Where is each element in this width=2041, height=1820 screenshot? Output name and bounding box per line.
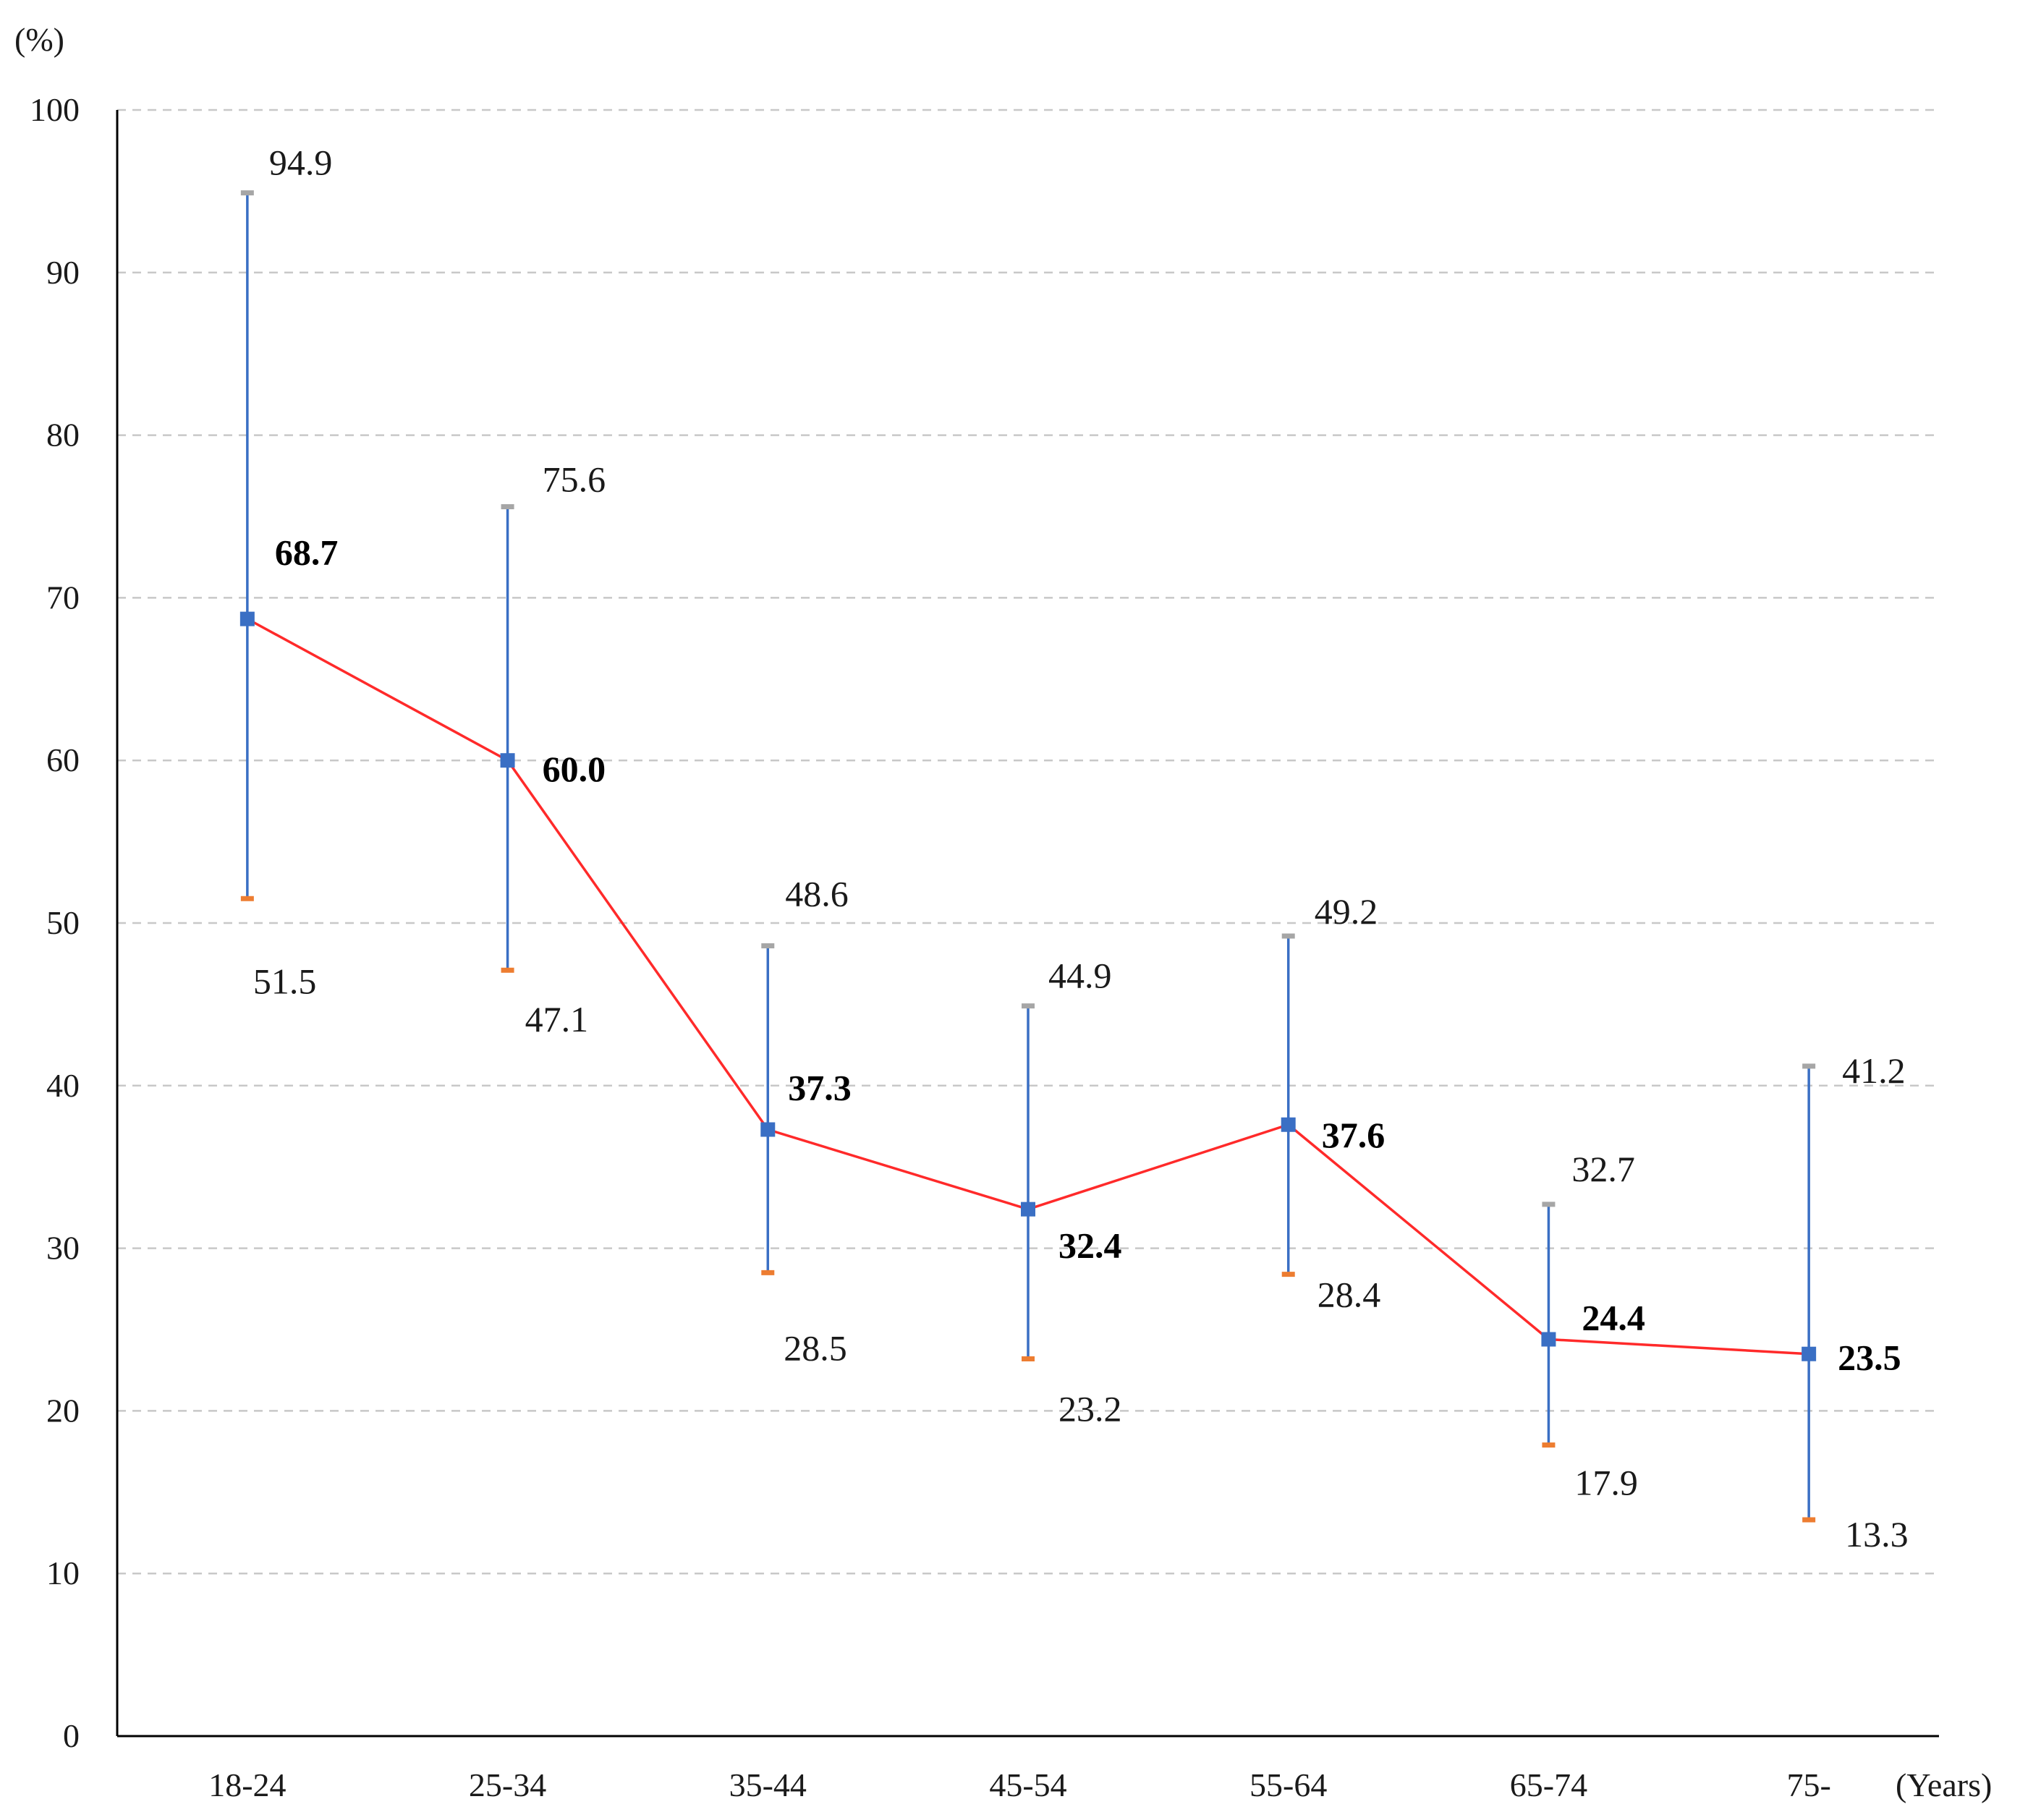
y-tick-label: 80 [46,417,80,454]
data-marker [1802,1346,1817,1361]
data-marker [239,611,255,626]
x-tick-label: 25-34 [469,1766,546,1803]
x-tick-label: 65-74 [1510,1766,1587,1803]
upper-value-label: 49.2 [1315,891,1378,932]
mean-value-label: 68.7 [275,532,339,573]
lower-value-label: 13.3 [1845,1514,1909,1555]
data-marker [1541,1332,1556,1347]
data-marker [760,1122,776,1137]
y-tick-label: 20 [46,1392,80,1429]
x-tick-label: 45-54 [989,1766,1066,1803]
y-tick-label: 100 [30,91,80,128]
x-tick-label: 75- [1786,1766,1830,1803]
x-unit-label: (Years) [1896,1766,1992,1803]
lower-value-label: 28.4 [1317,1275,1381,1315]
upper-value-label: 41.2 [1842,1050,1906,1091]
mean-value-label: 23.5 [1838,1338,1901,1378]
mean-value-label: 32.4 [1058,1225,1122,1266]
data-marker [500,753,515,768]
y-tick-label: 40 [46,1067,80,1104]
y-tick-label: 70 [46,579,80,616]
y-tick-label: 10 [46,1555,80,1591]
upper-value-label: 32.7 [1571,1149,1635,1189]
lower-value-label: 23.2 [1058,1388,1122,1429]
upper-value-label: 75.6 [543,459,606,500]
markers [239,611,1817,1361]
x-tick-label: 35-44 [729,1766,807,1803]
y-tick-label: 0 [63,1717,80,1754]
y-tick-label: 50 [46,904,80,941]
data-labels: 68.7 94.9 51.5 60.0 75.6 47.1 37.3 48.6 28.5 32.4… [253,143,1909,1555]
y-tick-label: 60 [46,741,80,778]
y-tick-labels: 0 10 20 30 40 50 60 70 80 90 100 [30,91,80,1754]
error-bars [240,190,1816,1523]
lower-value-label: 51.5 [253,961,317,1001]
axes: (%) (Years) [14,21,1992,1803]
x-tick-label: 18-24 [208,1766,286,1803]
y-unit-label: (%) [14,21,64,58]
lower-value-label: 17.9 [1574,1463,1638,1503]
data-marker [1021,1202,1035,1217]
data-marker [1281,1117,1296,1132]
lower-value-label: 47.1 [525,999,589,1039]
mean-value-label: 24.4 [1582,1297,1645,1338]
upper-value-label: 44.9 [1048,956,1112,996]
x-tick-label: 55-64 [1249,1766,1327,1803]
upper-value-label: 94.9 [269,143,333,183]
y-tick-label: 30 [46,1230,80,1267]
mean-value-label: 37.6 [1322,1115,1386,1155]
mean-value-label: 37.3 [788,1067,852,1107]
mean-value-label: 60.0 [543,749,606,789]
y-tick-label: 90 [46,254,80,291]
x-tick-labels: 18-24 25-34 35-44 45-54 55-64 65-74 75- [208,1766,1831,1803]
lower-value-label: 28.5 [784,1327,847,1368]
upper-value-label: 48.6 [785,873,849,914]
